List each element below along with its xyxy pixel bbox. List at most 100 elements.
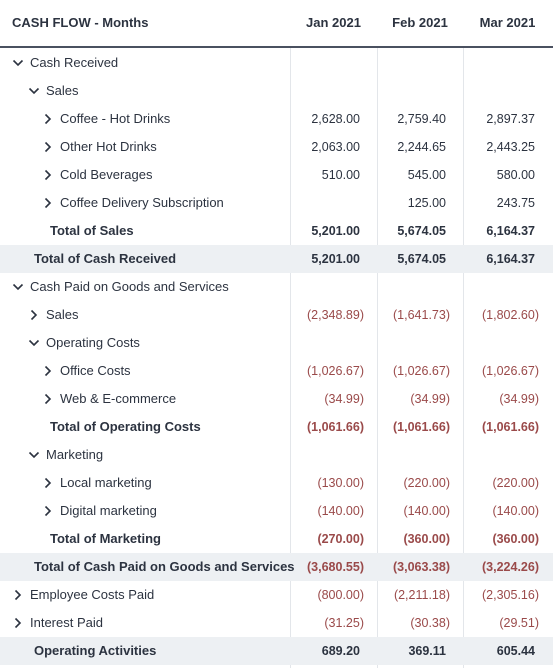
- table-row: Interest Paid (31.25) (30.38) (29.51): [0, 609, 553, 637]
- cell-value: 6,164.37: [486, 252, 535, 266]
- row-label[interactable]: Digital marketing: [60, 503, 157, 518]
- cell-value: 580.00: [496, 168, 535, 182]
- expand-toggle[interactable]: [42, 505, 54, 517]
- expand-toggle[interactable]: [42, 393, 54, 405]
- row-label: Total of Marketing: [50, 531, 161, 546]
- row-label: Total of Operating Costs: [50, 419, 201, 434]
- table-row: Sales: [0, 77, 553, 105]
- row-label[interactable]: Operating Costs: [46, 335, 140, 350]
- row-label[interactable]: Cold Beverages: [60, 167, 153, 182]
- column-header[interactable]: Feb 2021: [392, 15, 448, 30]
- table-row: Employee Costs Paid (800.00) (2,211.18) (2,…: [0, 581, 553, 609]
- expand-toggle[interactable]: [12, 281, 24, 293]
- expand-toggle[interactable]: [28, 85, 40, 97]
- table-row: Operating Activities 689.20 369.11 605.44: [0, 637, 553, 665]
- cell-value: (1,026.67): [393, 364, 450, 378]
- cell-value: (800.00): [317, 588, 364, 602]
- cell-value: (3,680.55): [307, 560, 364, 574]
- table-row: Total of Cash Received 5,201.00 5,674.05 6,…: [0, 245, 553, 273]
- cell-value: 2,759.40: [397, 112, 446, 126]
- expand-toggle[interactable]: [42, 477, 54, 489]
- cell-value: (2,305.16): [482, 588, 539, 602]
- cell-value: (34.99): [410, 392, 450, 406]
- table-row: Operating Costs: [0, 329, 553, 357]
- table-row: Cold Beverages 510.00 545.00 580.00: [0, 161, 553, 189]
- row-label[interactable]: Coffee Delivery Subscription: [60, 195, 224, 210]
- cell-value: 2,244.65: [397, 140, 446, 154]
- row-label[interactable]: Web & E-commerce: [60, 391, 177, 406]
- cell-value: (360.00): [492, 532, 539, 546]
- cell-value: 605.44: [496, 644, 535, 658]
- row-label[interactable]: Cash Paid on Goods and Services: [30, 279, 229, 294]
- expand-toggle[interactable]: [42, 365, 54, 377]
- table-row: Cash Paid on Goods and Services: [0, 273, 553, 301]
- table-row: Total of Marketing (270.00) (360.00) (360.0…: [0, 525, 553, 553]
- cell-value: (1,061.66): [393, 420, 450, 434]
- cell-value: 125.00: [407, 196, 446, 210]
- row-label[interactable]: Office Costs: [60, 363, 131, 378]
- row-label[interactable]: Other Hot Drinks: [60, 139, 157, 154]
- cell-value: (3,224.26): [482, 560, 539, 574]
- header-row: CASH FLOW - Months Jan 2021 Feb 2021 Mar…: [0, 0, 553, 48]
- column-header[interactable]: Jan 2021: [306, 15, 361, 30]
- expand-toggle[interactable]: [28, 309, 40, 321]
- cell-value: 5,674.05: [397, 252, 446, 266]
- cell-value: (1,802.60): [482, 308, 539, 322]
- row-label: Total of Cash Received: [34, 251, 177, 266]
- cell-value: (270.00): [317, 532, 364, 546]
- cell-value: 5,674.05: [397, 224, 446, 238]
- row-label[interactable]: Employee Costs Paid: [30, 587, 155, 602]
- column-header[interactable]: Mar 2021: [479, 15, 536, 30]
- cell-value: (140.00): [492, 504, 539, 518]
- cell-value: (360.00): [403, 532, 450, 546]
- row-label[interactable]: Marketing: [46, 447, 104, 462]
- cell-value: 243.75: [496, 196, 535, 210]
- cell-value: (34.99): [324, 392, 364, 406]
- cell-value: (1,641.73): [393, 308, 450, 322]
- cell-value: (130.00): [317, 476, 364, 490]
- sheet-title: CASH FLOW - Months: [12, 15, 149, 30]
- cell-value: 2,628.00: [311, 112, 360, 126]
- cell-value: (140.00): [403, 504, 450, 518]
- table-row: Cash Received: [0, 49, 553, 77]
- expand-toggle[interactable]: [42, 169, 54, 181]
- cell-value: 5,201.00: [311, 252, 360, 266]
- column-divider: [463, 0, 464, 668]
- cell-value: (1,026.67): [307, 364, 364, 378]
- row-label[interactable]: Sales: [46, 307, 79, 322]
- cell-value: (31.25): [324, 616, 364, 630]
- expand-toggle[interactable]: [42, 113, 54, 125]
- expand-toggle[interactable]: [12, 57, 24, 69]
- expand-toggle[interactable]: [28, 337, 40, 349]
- cell-value: (1,026.67): [482, 364, 539, 378]
- expand-toggle[interactable]: [12, 617, 24, 629]
- cell-value: (1,061.66): [307, 420, 364, 434]
- table-row: Sales (2,348.89) (1,641.73) (1,802.60): [0, 301, 553, 329]
- cell-value: 2,443.25: [486, 140, 535, 154]
- cell-value: 6,164.37: [486, 224, 535, 238]
- table-row: Total of Sales 5,201.00 5,674.05 6,164.37: [0, 217, 553, 245]
- cell-value: (2,211.18): [393, 588, 450, 602]
- cell-value: (220.00): [492, 476, 539, 490]
- cell-value: (29.51): [499, 616, 539, 630]
- table-row: Coffee Delivery Subscription 125.00 243.75: [0, 189, 553, 217]
- cell-value: (2,348.89): [307, 308, 364, 322]
- expand-toggle[interactable]: [42, 141, 54, 153]
- cell-value: 510.00: [321, 168, 360, 182]
- cell-value: 2,063.00: [311, 140, 360, 154]
- row-label: Total of Sales: [50, 223, 134, 238]
- cell-value: (34.99): [499, 392, 539, 406]
- cell-value: (30.38): [410, 616, 450, 630]
- cell-value: 2,897.37: [486, 112, 535, 126]
- row-label: Operating Activities: [34, 643, 157, 658]
- expand-toggle[interactable]: [42, 197, 54, 209]
- row-label[interactable]: Cash Received: [30, 55, 119, 70]
- expand-toggle[interactable]: [28, 449, 40, 461]
- row-label[interactable]: Interest Paid: [30, 615, 103, 630]
- row-label[interactable]: Local marketing: [60, 475, 152, 490]
- row-label[interactable]: Sales: [46, 83, 79, 98]
- table-row: Digital marketing (140.00) (140.00) (140.00…: [0, 497, 553, 525]
- expand-toggle[interactable]: [12, 589, 24, 601]
- row-label[interactable]: Coffee - Hot Drinks: [60, 111, 171, 126]
